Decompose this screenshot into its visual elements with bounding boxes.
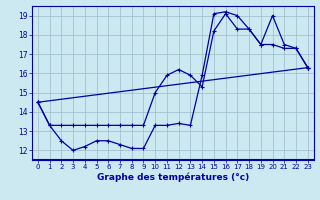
X-axis label: Graphe des températures (°c): Graphe des températures (°c) [97,173,249,182]
